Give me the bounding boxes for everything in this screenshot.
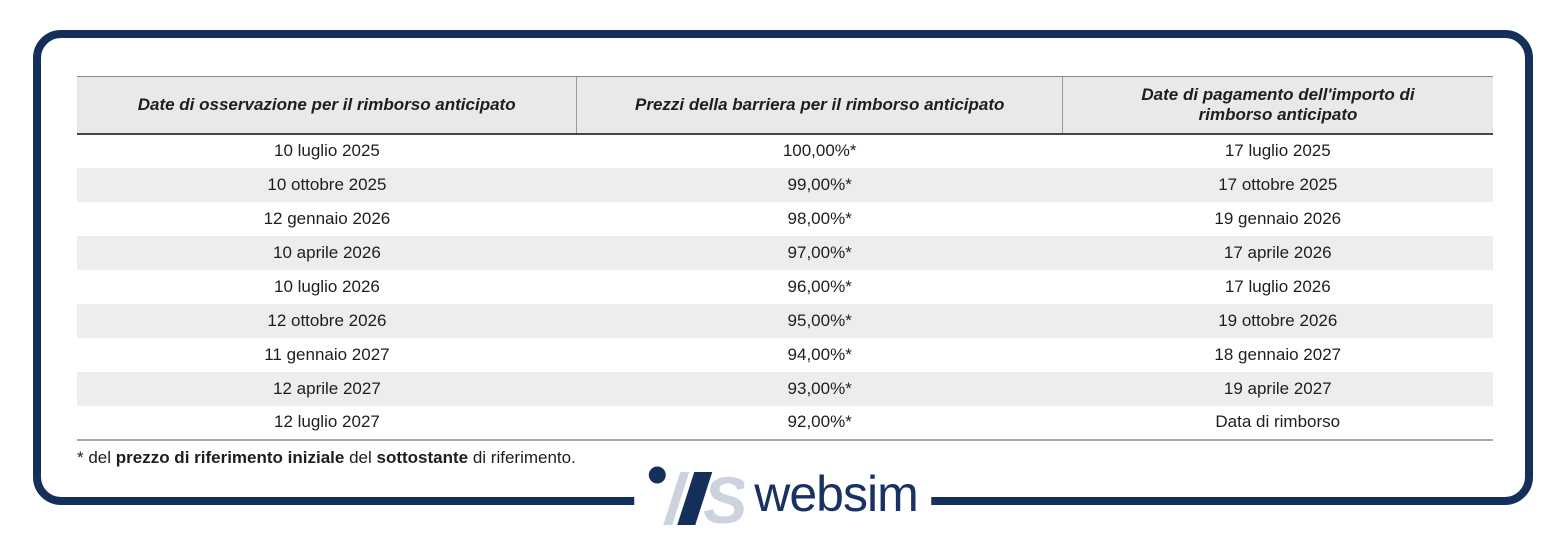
barrier-price-cell: 96,00%*	[787, 276, 852, 296]
table-header-row: Date di osservazione per il rimborso ant…	[77, 76, 1493, 135]
table-row: 10 luglio 2025 100,00%* 17 luglio 2025	[77, 134, 1493, 168]
table-row: 12 gennaio 2026 98,00%* 19 gennaio 2026	[77, 202, 1493, 236]
payment-date-cell: 19 ottobre 2026	[1062, 303, 1493, 338]
payment-date-cell: 19 gennaio 2026	[1214, 208, 1342, 228]
footnote: * del prezzo di riferimento iniziale del…	[77, 448, 1493, 468]
column-header-barrier-prices: Prezzi della barriera per il rimborso an…	[576, 76, 1063, 135]
footnote-bold-underlying: sottostante	[376, 447, 469, 467]
footnote-text: * del	[77, 447, 116, 467]
table-row: 12 aprile 2027 93,00%* 19 aprile 2027	[77, 371, 1493, 406]
table-body: 10 luglio 2025 100,00%* 17 luglio 2025 1…	[77, 134, 1493, 441]
barrier-price-cell: 98,00%*	[787, 208, 852, 228]
footnote-text: di riferimento.	[468, 447, 576, 467]
monogram-s-letter: S	[703, 465, 744, 525]
websim-monogram-icon: S	[648, 465, 744, 525]
column-header-label: Prezzi della barriera per il rimborso an…	[634, 94, 1005, 114]
barrier-price-cell: 92,00%*	[576, 405, 1063, 441]
payment-date-cell: 17 aprile 2026	[1062, 235, 1493, 270]
table-row: 11 gennaio 2027 94,00%* 18 gennaio 2027	[77, 338, 1493, 372]
table-row: 10 luglio 2026 96,00%* 17 luglio 2026	[77, 270, 1493, 304]
payment-date-cell: 18 gennaio 2027	[1214, 344, 1342, 364]
payment-date-cell: Data di rimborso	[1062, 405, 1493, 441]
table-row: 10 aprile 2026 97,00%* 17 aprile 2026	[77, 235, 1493, 270]
barrier-price-cell: 100,00%*	[782, 141, 857, 160]
column-header-label: Date di pagamento dell'importo di rimbor…	[1141, 84, 1415, 124]
observation-date-cell: 10 ottobre 2025	[77, 167, 577, 202]
redemption-table-container: Date di osservazione per il rimborso ant…	[77, 76, 1493, 468]
table-row: 12 luglio 2027 92,00%* Data di rimborso	[77, 405, 1493, 441]
footnote-text: del	[344, 447, 377, 467]
observation-date-cell: 12 ottobre 2026	[77, 303, 577, 338]
observation-date-cell: 10 luglio 2026	[273, 276, 380, 296]
column-header-payment-dates: Date di pagamento dell'importo di rimbor…	[1062, 76, 1493, 135]
websim-wordmark: websim	[754, 466, 918, 522]
barrier-price-cell: 93,00%*	[576, 371, 1063, 406]
websim-logo: S websim	[634, 463, 932, 525]
payment-date-cell: 17 luglio 2026	[1224, 276, 1331, 296]
column-header-label: Date di osservazione per il rimborso ant…	[137, 94, 516, 114]
observation-date-cell: 12 aprile 2027	[77, 371, 577, 406]
barrier-price-cell: 99,00%*	[576, 167, 1063, 202]
table-row: 12 ottobre 2026 95,00%* 19 ottobre 2026	[77, 303, 1493, 338]
table-row: 10 ottobre 2025 99,00%* 17 ottobre 2025	[77, 167, 1493, 202]
observation-date-cell: 12 gennaio 2026	[263, 208, 391, 228]
column-header-observation-dates: Date di osservazione per il rimborso ant…	[77, 76, 577, 135]
document-frame: Date di osservazione per il rimborso ant…	[33, 30, 1533, 505]
payment-date-cell: 17 luglio 2025	[1224, 141, 1331, 160]
observation-date-cell: 12 luglio 2027	[77, 405, 577, 441]
observation-date-cell: 10 luglio 2025	[273, 141, 380, 160]
barrier-price-cell: 95,00%*	[576, 303, 1063, 338]
observation-date-cell: 11 gennaio 2027	[264, 344, 390, 364]
barrier-price-cell: 97,00%*	[576, 235, 1063, 270]
table-header: Date di osservazione per il rimborso ant…	[77, 76, 1493, 135]
observation-date-cell: 10 aprile 2026	[77, 235, 577, 270]
payment-date-cell: 17 ottobre 2025	[1062, 167, 1493, 202]
footnote-bold-initial-reference-price: prezzo di riferimento iniziale	[115, 447, 345, 467]
payment-date-cell: 19 aprile 2027	[1062, 371, 1493, 406]
redemption-table: Date di osservazione per il rimborso ant…	[77, 76, 1493, 441]
barrier-price-cell: 94,00%*	[787, 344, 852, 364]
